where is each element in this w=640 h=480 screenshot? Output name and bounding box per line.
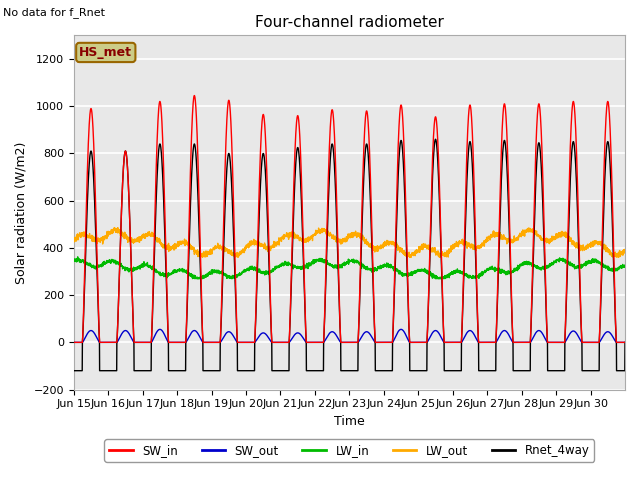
Title: Four-channel radiometer: Four-channel radiometer [255, 15, 444, 30]
Legend: SW_in, SW_out, LW_in, LW_out, Rnet_4way: SW_in, SW_out, LW_in, LW_out, Rnet_4way [104, 439, 595, 462]
Y-axis label: Solar radiation (W/m2): Solar radiation (W/m2) [15, 141, 28, 284]
Text: No data for f_Rnet: No data for f_Rnet [3, 7, 105, 18]
X-axis label: Time: Time [334, 415, 365, 428]
Text: HS_met: HS_met [79, 46, 132, 59]
